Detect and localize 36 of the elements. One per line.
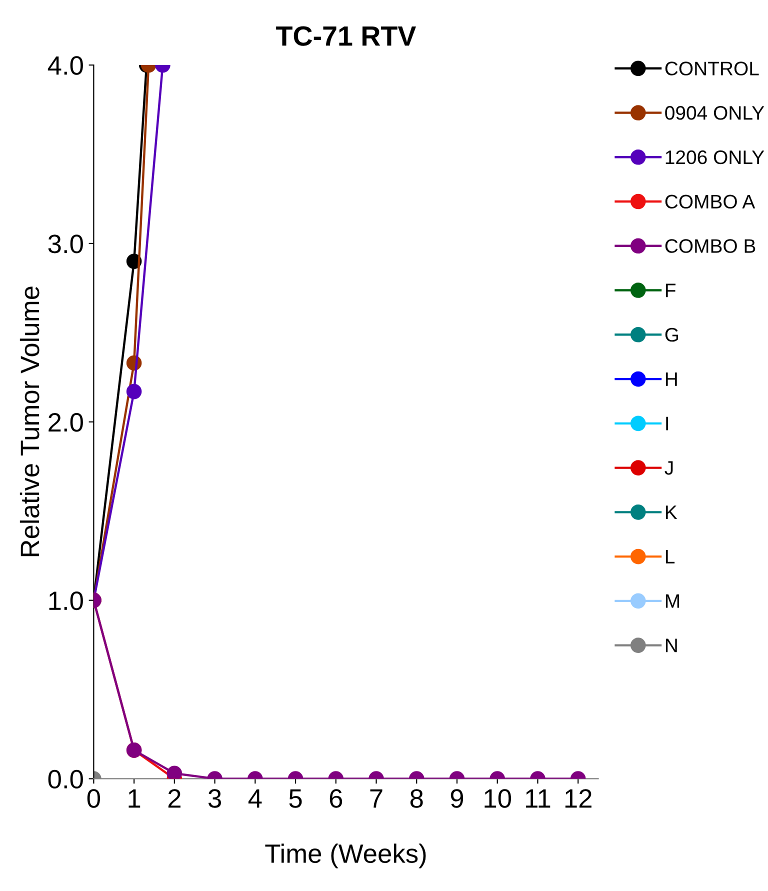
legend-label: L	[666, 550, 675, 564]
x-tick-label: 6	[330, 789, 342, 808]
legend-label: J	[664, 461, 673, 475]
x-tick-label: 2	[168, 789, 180, 808]
legend-label: CONTROL	[665, 62, 759, 76]
x-tick-label: 10	[484, 789, 511, 808]
legend-label: 1206 ONLY	[666, 150, 764, 164]
legend-label: F	[666, 284, 676, 298]
x-tick-label: 1	[128, 789, 140, 808]
x-tick-label: 0	[87, 789, 100, 808]
legend-label: H	[666, 372, 677, 386]
legend-label: 0904 ONLY	[665, 106, 764, 120]
y-tick-label: 1.0	[49, 591, 83, 610]
legend-label: COMBO A	[665, 194, 756, 209]
x-tick-label: 8	[410, 789, 423, 808]
y-axis-title: Relative Tumor Volume	[20, 286, 40, 556]
y-tick-label: 0.0	[48, 770, 83, 789]
x-axis-title: Time (Weeks)	[265, 844, 426, 868]
x-tick-label: 12	[565, 789, 592, 808]
y-tick-label: 2.0	[48, 413, 83, 432]
point	[126, 384, 142, 400]
x-tick-label: 3	[208, 789, 221, 808]
legend-label: K	[666, 506, 678, 519]
x-tick-label: 7	[370, 789, 382, 808]
legend-label: G	[665, 328, 678, 342]
y-tick-label: 3.0	[48, 234, 83, 254]
x-tick-label: 11	[526, 789, 550, 808]
x-tick-label: 9	[450, 789, 464, 808]
legend-label: N	[666, 638, 677, 652]
x-tick-label: 4	[248, 789, 262, 808]
y-tick-label: 4.0	[48, 56, 83, 75]
x-tick-label: 5	[289, 789, 302, 808]
legend-label: M	[666, 594, 679, 608]
chart-title: TC-71 RTV	[276, 26, 416, 46]
legend-label: I	[666, 416, 668, 430]
legend-label: COMBO B	[665, 239, 756, 253]
